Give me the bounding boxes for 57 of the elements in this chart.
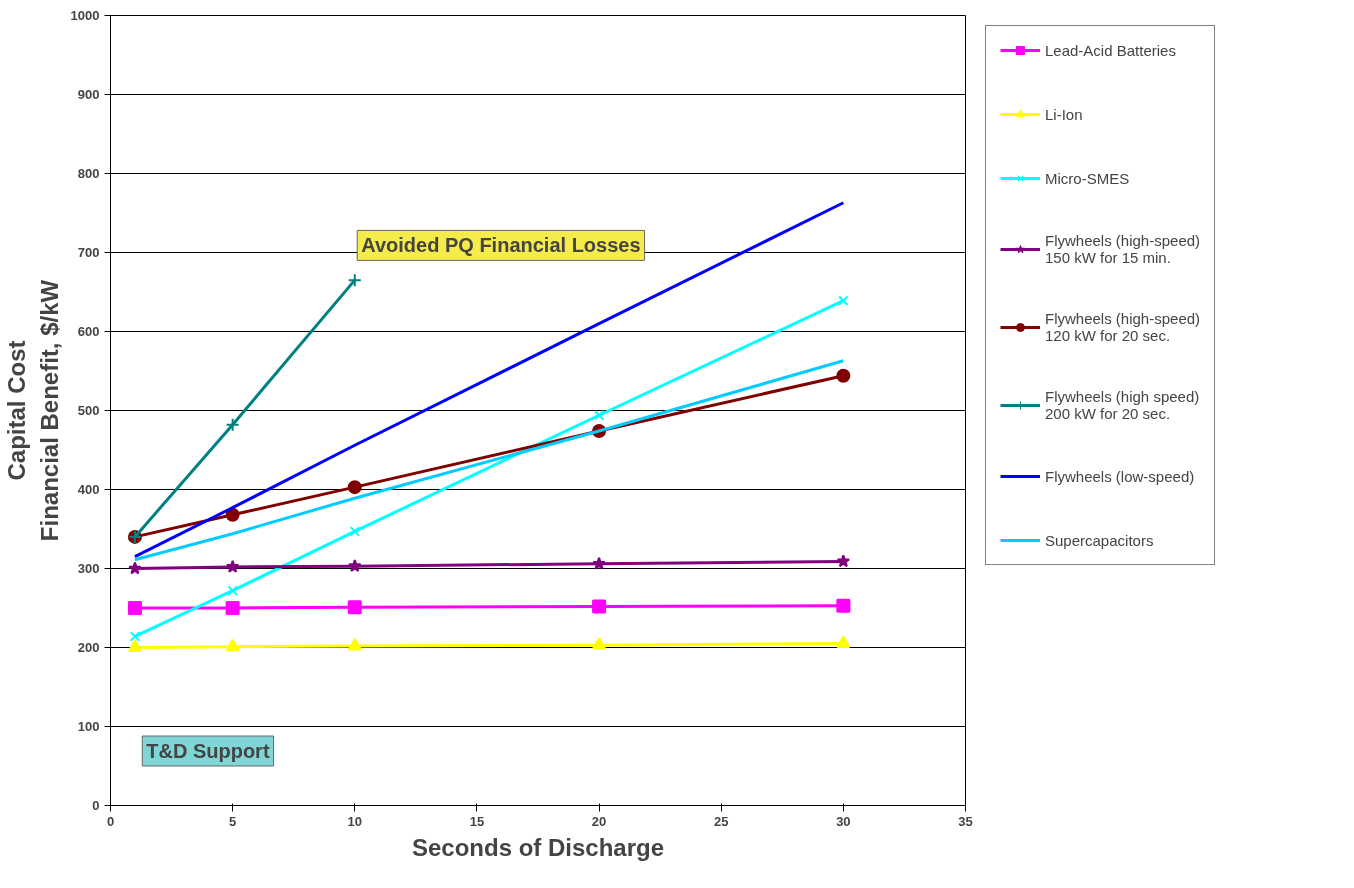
x-tick-label: 20 — [591, 813, 607, 829]
point — [836, 554, 851, 568]
legend-label: Supercapacitors — [1045, 531, 1154, 549]
legend-label: Li-Ion — [1045, 105, 1083, 123]
y-tick-label: 400 — [77, 482, 100, 497]
y-tick-label: 500 — [77, 403, 100, 418]
point — [349, 526, 361, 537]
point — [225, 417, 240, 432]
point — [128, 561, 142, 575]
point — [347, 480, 362, 495]
x-tick-label: 15 — [469, 813, 485, 829]
line-series — [133, 201, 845, 559]
y-tick-label: 300 — [77, 561, 100, 576]
point — [347, 600, 362, 615]
annotation: Avoided PQ Financial Losses — [361, 234, 641, 257]
y-tick-label: 1000 — [70, 8, 100, 23]
point — [225, 559, 240, 573]
point — [836, 368, 851, 383]
legend-label: Micro-SMES — [1045, 169, 1130, 187]
point — [227, 585, 238, 596]
y-tick-label: 200 — [77, 640, 100, 655]
legend-label: Flywheels (high speed) 200 kW for 20 sec. — [1045, 388, 1200, 422]
y-tick-label: 100 — [77, 719, 100, 734]
point — [347, 637, 362, 651]
legend-label: Flywheels (low-speed) — [1045, 467, 1195, 485]
point — [225, 601, 240, 615]
x-tick-label: 25 — [713, 813, 729, 829]
point — [592, 599, 607, 614]
x-tick-label: 30 — [836, 813, 851, 829]
x-tick-label: 10 — [347, 813, 363, 829]
point — [127, 639, 142, 652]
y-tick-label: 900 — [77, 87, 100, 102]
y-tick-label: 0 — [92, 798, 100, 813]
point — [225, 638, 240, 652]
x-tick-label: 0 — [106, 813, 115, 829]
legend-label: Flywheels (high-speed) 120 kW for 20 sec. — [1045, 310, 1201, 344]
point — [129, 631, 141, 642]
annotation: T&D Support — [146, 740, 270, 762]
x-axis-title: Seconds of Discharge — [411, 833, 665, 861]
point — [592, 637, 607, 650]
legend-label: Flywheels (high-speed) 150 kW for 15 min. — [1045, 232, 1201, 266]
y-tick-label: 800 — [77, 166, 100, 181]
y-axis-title: Capital Cost Financial Benefit, $/kW — [3, 279, 63, 542]
point — [592, 556, 606, 570]
point — [347, 273, 362, 288]
legend-label: Lead-Acid Batteries — [1045, 41, 1176, 59]
point — [348, 559, 362, 572]
point — [836, 598, 851, 613]
point — [838, 295, 849, 306]
y-tick-label: 600 — [77, 324, 100, 339]
point — [127, 601, 142, 615]
point — [836, 635, 851, 649]
point — [593, 410, 605, 421]
x-tick-label: 35 — [958, 813, 973, 829]
y-tick-label: 700 — [77, 245, 100, 260]
point — [225, 507, 240, 522]
x-tick-label: 5 — [229, 813, 237, 829]
